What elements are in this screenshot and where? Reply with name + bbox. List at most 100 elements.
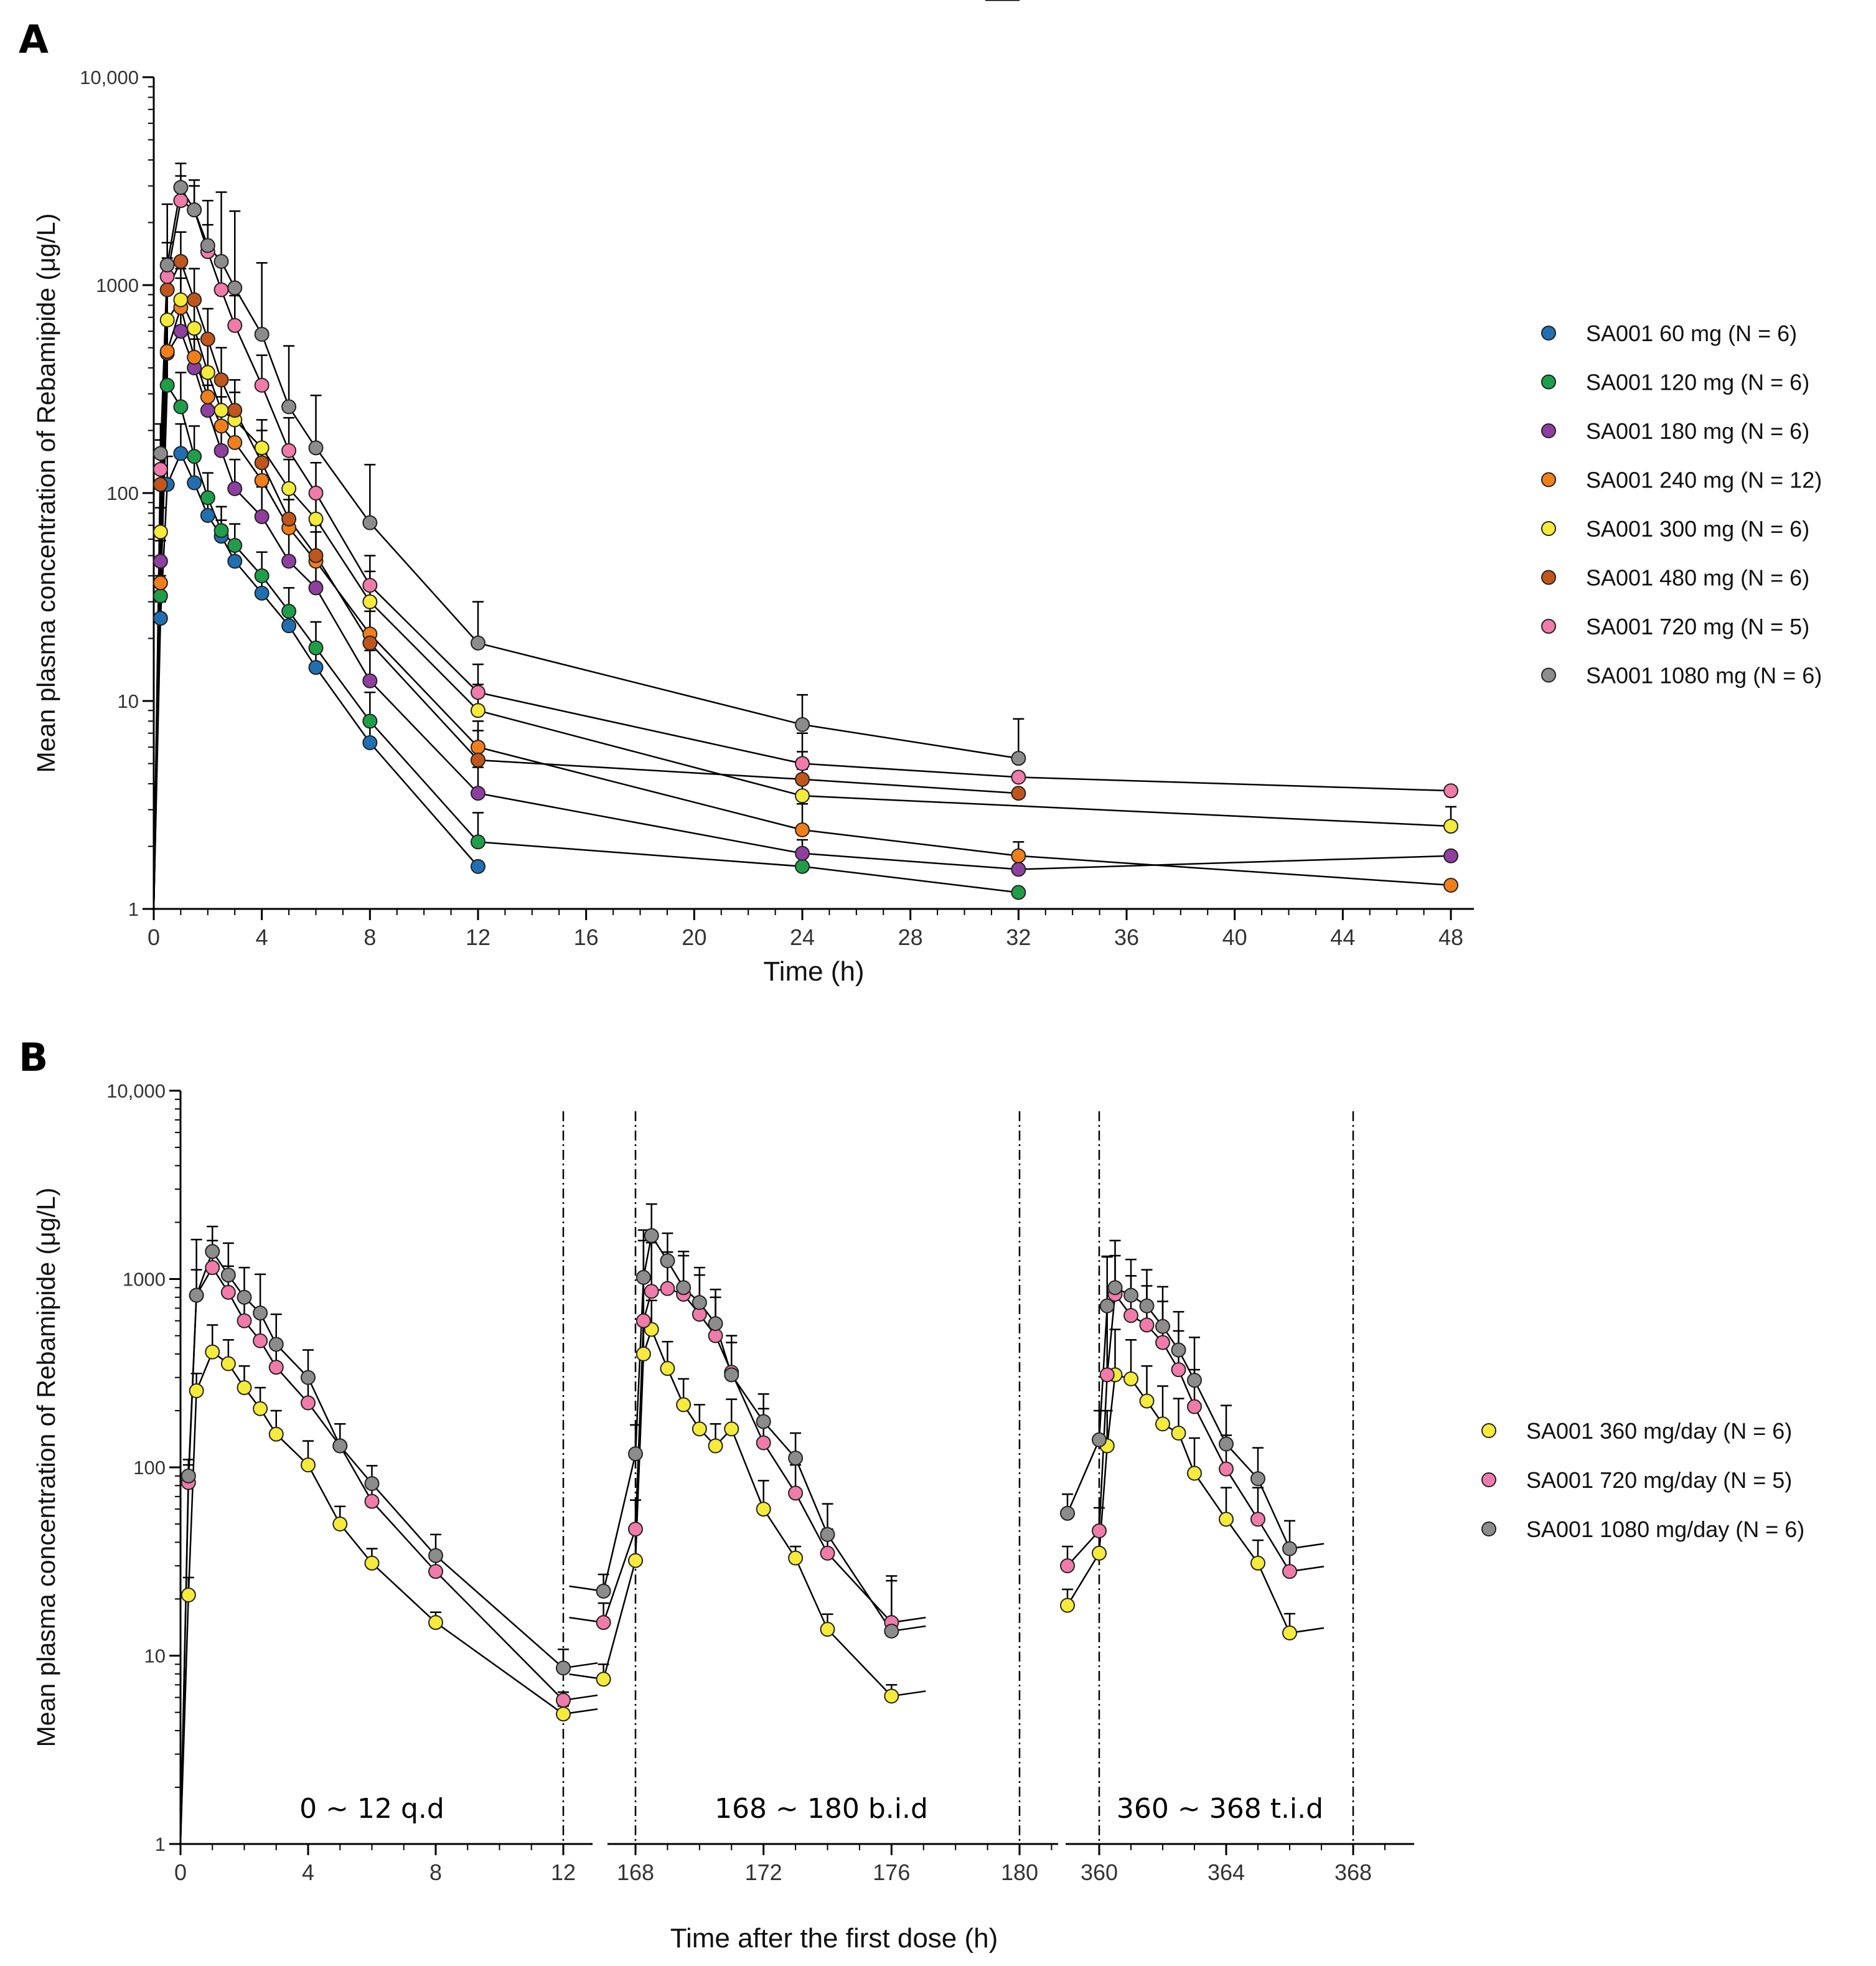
data-point-sa001-1080-mg-day-n-6 <box>1187 1373 1202 1388</box>
data-point-sa001-720-mg-day-n-5 <box>205 1260 220 1276</box>
data-point-sa001-240-mg-n-12 <box>254 473 270 488</box>
data-point-sa001-240-mg-n-12 <box>152 575 168 591</box>
data-point-sa001-180-mg-n-6 <box>308 580 324 596</box>
data-point-sa001-480-mg-n-6 <box>200 331 215 347</box>
data-point-sa001-240-mg-n-12 <box>795 822 810 838</box>
x-tick-label: 24 <box>790 924 815 950</box>
data-point-sa001-360-mg-day-n-6 <box>1123 1371 1138 1386</box>
data-point-sa001-120-mg-n-6 <box>308 640 324 656</box>
data-point-sa001-180-mg-n-6 <box>173 324 189 339</box>
data-point-sa001-360-mg-day-n-6 <box>556 1706 571 1722</box>
data-point-sa001-720-mg-n-5 <box>471 685 485 700</box>
data-point-sa001-480-mg-n-6 <box>173 253 189 269</box>
data-point-sa001-120-mg-n-6 <box>1011 885 1026 900</box>
data-point-sa001-60-mg-n-6 <box>281 618 297 634</box>
data-point-sa001-1080-mg-day-n-6 <box>220 1268 236 1283</box>
data-point-sa001-300-mg-n-6 <box>1443 819 1458 834</box>
data-point-sa001-720-mg-day-n-5 <box>268 1360 284 1375</box>
data-point-sa001-720-mg-day-n-5 <box>364 1493 380 1509</box>
data-point-sa001-60-mg-n-6 <box>308 660 324 675</box>
data-point-sa001-360-mg-day-n-6 <box>1139 1393 1155 1409</box>
data-point-sa001-1080-mg-n-6 <box>795 717 810 732</box>
data-point-sa001-360-mg-day-n-6 <box>1250 1555 1265 1571</box>
data-point-sa001-1080-mg-day-n-6 <box>1219 1436 1234 1452</box>
data-point-sa001-1080-mg-n-6 <box>159 257 175 273</box>
data-point-sa001-720-mg-day-n-5 <box>428 1564 443 1579</box>
data-point-sa001-60-mg-n-6 <box>254 585 270 601</box>
data-point-sa001-300-mg-n-6 <box>795 788 810 804</box>
y-axis-title: Mean plasma concentration of Rebamipide … <box>32 214 60 773</box>
data-point-sa001-360-mg-day-n-6 <box>364 1555 380 1571</box>
data-point-sa001-120-mg-n-6 <box>159 377 175 393</box>
x-tick-label: 368 <box>1334 1860 1372 1885</box>
x-tick-label: 44 <box>1330 924 1355 950</box>
legend-marker-sa001-180-mg-n-6 <box>1541 423 1556 438</box>
data-point-sa001-300-mg-n-6 <box>471 703 485 718</box>
y-tick-label: 10,000 <box>80 67 139 88</box>
data-point-sa001-180-mg-n-6 <box>281 553 297 569</box>
data-point-sa001-720-mg-day-n-5 <box>301 1395 316 1411</box>
segment-label: 0 ~ 12 q.d <box>299 1793 444 1825</box>
data-point-sa001-1080-mg-day-n-6 <box>332 1438 348 1454</box>
series-line-sa001-360-mg-day-n-6 <box>179 1350 564 1845</box>
data-point-sa001-720-mg-day-n-5 <box>596 1615 611 1630</box>
data-point-sa001-1080-mg-day-n-6 <box>1099 1298 1115 1314</box>
data-point-sa001-720-mg-day-n-5 <box>1139 1317 1155 1333</box>
series-line-sa001-720-mg-day-n-5 <box>1067 1292 1291 1572</box>
data-point-sa001-1080-mg-day-n-6 <box>596 1583 611 1599</box>
x-tick-label: 32 <box>1006 924 1031 950</box>
data-point-sa001-120-mg-n-6 <box>200 490 215 506</box>
data-point-sa001-360-mg-day-n-6 <box>788 1550 804 1566</box>
data-point-sa001-360-mg-day-n-6 <box>220 1356 236 1371</box>
data-point-sa001-1080-mg-n-6 <box>187 202 202 218</box>
x-tick-label: 172 <box>745 1860 782 1885</box>
legend-marker-sa001-720-mg-day-n-5 <box>1481 1472 1496 1487</box>
series-line-sa001-480-mg-n-6 <box>152 259 1019 910</box>
data-point-sa001-180-mg-n-6 <box>795 845 810 861</box>
data-point-sa001-1080-mg-day-n-6 <box>1139 1298 1155 1314</box>
data-point-sa001-360-mg-day-n-6 <box>692 1421 707 1437</box>
data-point-sa001-480-mg-n-6 <box>187 292 202 308</box>
x-tick-label: 48 <box>1438 924 1463 950</box>
data-point-sa001-1080-mg-n-6 <box>471 635 485 651</box>
series-line-sa001-1080-mg-day-n-6 <box>1066 1286 1291 1550</box>
legend-label: SA001 480 mg (N = 6) <box>1586 565 1809 591</box>
data-point-sa001-120-mg-n-6 <box>362 713 378 729</box>
data-point-sa001-480-mg-n-6 <box>362 635 378 651</box>
y-tick-label: 100 <box>133 1457 166 1479</box>
panel-a-chart: 1 10 100 1000 10,000 Mean plasma concentratio… <box>32 67 1822 987</box>
x-tick-label: 180 <box>1001 1860 1038 1885</box>
legend-label: SA001 1080 mg/day (N = 6) <box>1526 1517 1804 1542</box>
data-point-sa001-300-mg-n-6 <box>213 403 229 418</box>
x-tick-label: 8 <box>429 1860 442 1885</box>
data-point-sa001-720-mg-n-5 <box>254 377 270 393</box>
data-point-sa001-480-mg-n-6 <box>213 372 229 388</box>
data-point-sa001-1080-mg-day-n-6 <box>660 1253 675 1269</box>
x-tick-label: 20 <box>682 924 706 950</box>
legend-marker-sa001-360-mg-day-n-6 <box>1481 1423 1496 1438</box>
data-point-sa001-360-mg-day-n-6 <box>1282 1625 1297 1641</box>
data-point-sa001-60-mg-n-6 <box>200 508 215 524</box>
data-point-sa001-1080-mg-day-n-6 <box>628 1446 643 1462</box>
data-point-sa001-180-mg-n-6 <box>471 786 485 801</box>
data-point-sa001-360-mg-day-n-6 <box>820 1622 835 1637</box>
x-tick-label: 364 <box>1208 1860 1245 1885</box>
data-point-sa001-360-mg-day-n-6 <box>708 1438 723 1454</box>
data-point-sa001-360-mg-day-n-6 <box>1155 1416 1170 1432</box>
data-point-sa001-240-mg-n-12 <box>227 435 243 450</box>
y-tick-label: 1 <box>155 1833 166 1855</box>
data-point-sa001-60-mg-n-6 <box>173 446 189 461</box>
data-point-sa001-720-mg-day-n-5 <box>820 1545 835 1561</box>
y-tick-label: 10,000 <box>106 1080 166 1102</box>
legend-marker-sa001-300-mg-n-6 <box>1541 521 1556 536</box>
data-point-sa001-720-mg-n-5 <box>281 443 297 458</box>
y-axis-title: Mean plasma concentration of Rebamipide … <box>32 1188 60 1747</box>
series-line-sa001-180-mg-n-6 <box>152 329 1452 910</box>
data-point-sa001-1080-mg-day-n-6 <box>268 1337 284 1352</box>
data-point-sa001-1080-mg-day-n-6 <box>708 1316 723 1332</box>
x-tick-label: 360 <box>1081 1860 1118 1885</box>
data-point-sa001-1080-mg-day-n-6 <box>756 1414 771 1429</box>
data-point-sa001-1080-mg-day-n-6 <box>1282 1541 1297 1556</box>
data-point-sa001-60-mg-n-6 <box>471 858 485 874</box>
x-tick-label: 36 <box>1114 924 1139 950</box>
